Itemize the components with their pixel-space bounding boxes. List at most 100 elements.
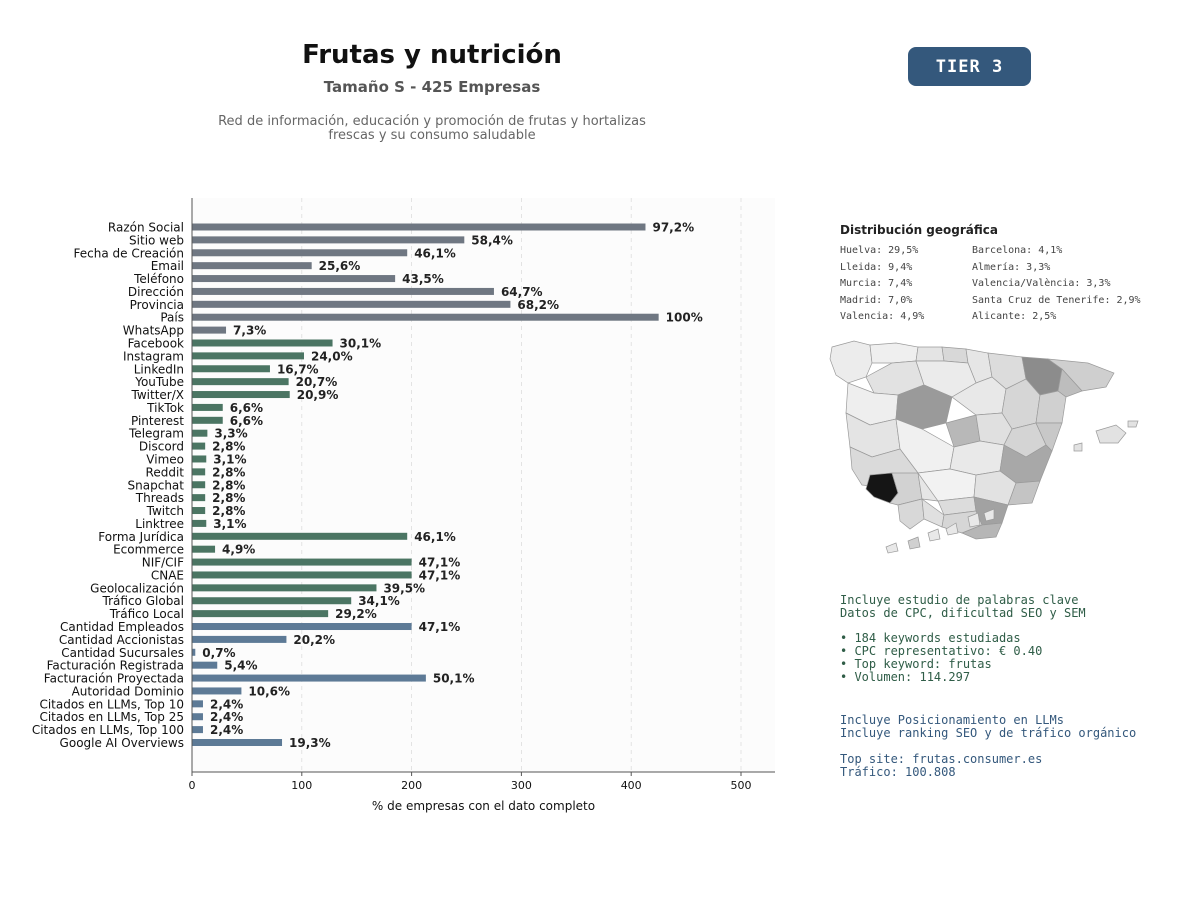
tier-badge: TIER 3 bbox=[908, 47, 1031, 86]
category-label: Razón Social bbox=[108, 221, 184, 235]
bar bbox=[192, 661, 218, 669]
category-label: Discord bbox=[139, 440, 184, 454]
map-region-canarias-3 bbox=[927, 528, 941, 542]
category-label: WhatsApp bbox=[123, 324, 184, 338]
bar bbox=[192, 429, 208, 437]
category-label: Provincia bbox=[130, 298, 184, 312]
data-label: 16,7% bbox=[277, 362, 319, 376]
category-label: Citados en LLMs, Top 100 bbox=[32, 723, 184, 737]
page-subtitle: Tamaño S - 425 Empresas bbox=[323, 78, 541, 96]
bar bbox=[192, 275, 396, 283]
description-line-1: Red de información, educación y promoció… bbox=[218, 114, 646, 129]
geo-item: Huelva: 29,5% bbox=[840, 245, 919, 256]
data-label: 3,1% bbox=[213, 452, 246, 466]
data-label: 46,1% bbox=[414, 246, 456, 260]
data-label: 2,4% bbox=[210, 710, 243, 724]
data-label: 46,1% bbox=[414, 530, 456, 544]
page-title: Frutas y nutrición bbox=[302, 40, 562, 70]
bar bbox=[192, 648, 196, 656]
data-label: 47,1% bbox=[419, 568, 461, 582]
bar bbox=[192, 713, 203, 721]
data-label: 2,8% bbox=[212, 478, 245, 492]
map-region-canarias-1 bbox=[885, 542, 899, 554]
bar bbox=[192, 403, 223, 411]
data-label: 58,4% bbox=[471, 233, 513, 247]
data-label: 20,2% bbox=[293, 633, 335, 647]
bar bbox=[192, 610, 329, 618]
map-region-ibiza bbox=[1073, 442, 1083, 452]
geo-item: Madrid: 7,0% bbox=[840, 294, 913, 306]
category-label: Linktree bbox=[135, 517, 184, 531]
data-label: 2,8% bbox=[212, 465, 245, 479]
map-region-cuenca bbox=[949, 440, 1005, 476]
category-label: Fecha de Creación bbox=[74, 246, 184, 260]
x-tick-label: 0 bbox=[189, 779, 196, 792]
bar bbox=[192, 339, 333, 347]
bar bbox=[192, 442, 206, 450]
bar bbox=[192, 287, 494, 295]
map-region-pais-vasco bbox=[941, 346, 969, 364]
category-label: Facturación Proyectada bbox=[44, 672, 184, 686]
category-label: Dirección bbox=[128, 285, 184, 299]
bar bbox=[192, 236, 465, 244]
data-label: 97,2% bbox=[652, 221, 694, 235]
category-label: TikTok bbox=[146, 401, 184, 415]
description-line-2: frescas y su consumo saludable bbox=[328, 128, 536, 143]
geo-item: Valencia/València: 3,3% bbox=[972, 278, 1111, 289]
bar bbox=[192, 352, 304, 360]
data-label: 5,4% bbox=[224, 659, 257, 673]
category-label: Citados en LLMs, Top 25 bbox=[39, 710, 184, 724]
category-label: Reddit bbox=[146, 465, 185, 479]
data-label: 6,6% bbox=[230, 414, 263, 428]
data-label: 25,6% bbox=[319, 259, 361, 273]
bar bbox=[192, 700, 203, 708]
category-label: Cantidad Empleados bbox=[60, 620, 184, 634]
seo-bullet-volume: • Volumen: 114.297 bbox=[840, 670, 971, 684]
llm-traffic: Tráfico: 100.808 bbox=[840, 765, 956, 779]
geo-title: Distribución geográfica bbox=[840, 223, 998, 237]
map-region-asturias bbox=[869, 342, 919, 364]
bar bbox=[192, 468, 206, 476]
data-label: 50,1% bbox=[433, 672, 475, 686]
category-label: Instagram bbox=[123, 349, 184, 363]
geo-item: Lleida: 9,4% bbox=[840, 261, 913, 273]
category-label: Cantidad Accionistas bbox=[59, 633, 184, 647]
data-label: 47,1% bbox=[419, 556, 461, 570]
x-tick-label: 300 bbox=[511, 779, 532, 792]
category-label: Twitter/X bbox=[131, 388, 184, 402]
data-label: 68,2% bbox=[517, 298, 559, 312]
data-label: 0,7% bbox=[202, 646, 235, 660]
bar bbox=[192, 597, 352, 605]
geo-item: Almería: 3,3% bbox=[972, 261, 1051, 273]
map-region-cantabria bbox=[915, 346, 945, 362]
bar-chart: Razón Social 97,2% Sitio web 58,4% Fecha de … bbox=[32, 198, 775, 813]
bar bbox=[192, 326, 227, 334]
page-description: Red de información, educación y promoció… bbox=[200, 115, 664, 143]
seo-bullet-top-keyword: • Top keyword: frutas bbox=[840, 657, 992, 671]
data-label: 2,8% bbox=[212, 491, 245, 505]
data-label: 2,8% bbox=[212, 440, 245, 454]
category-label: Email bbox=[151, 259, 184, 273]
data-label: 2,8% bbox=[212, 504, 245, 518]
map-region-galicia bbox=[829, 340, 873, 384]
bar bbox=[192, 519, 207, 527]
category-label: Facebook bbox=[128, 336, 184, 350]
category-label: NIF/CIF bbox=[142, 556, 184, 570]
category-label: País bbox=[160, 311, 184, 325]
seo-intro-line-1: Incluye estudio de palabras clave bbox=[840, 593, 1079, 607]
category-label: LinkedIn bbox=[134, 362, 184, 376]
category-label: Google AI Overviews bbox=[60, 736, 184, 750]
bar bbox=[192, 494, 206, 502]
category-label: Telegram bbox=[128, 427, 184, 441]
data-label: 39,5% bbox=[383, 581, 425, 595]
data-label: 19,3% bbox=[289, 736, 331, 750]
map-region-menorca bbox=[1127, 420, 1139, 428]
bar bbox=[192, 623, 412, 631]
bar bbox=[192, 416, 223, 424]
map-region-mallorca bbox=[1095, 424, 1127, 444]
data-label: 29,2% bbox=[335, 607, 377, 621]
data-label: 47,1% bbox=[419, 620, 461, 634]
bar bbox=[192, 223, 646, 231]
x-tick-label: 200 bbox=[401, 779, 422, 792]
x-axis-label: % de empresas con el dato completo bbox=[372, 799, 595, 813]
